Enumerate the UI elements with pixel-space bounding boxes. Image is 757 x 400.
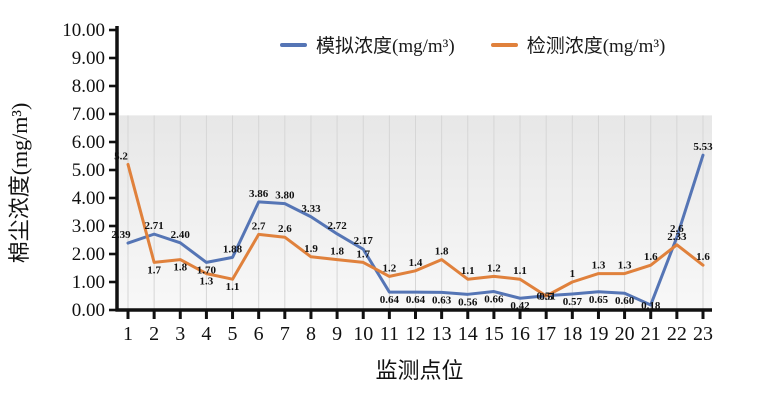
y-axis-title: 棉尘浓度(mg/m³) xyxy=(7,103,32,264)
x-axis-title: 监测点位 xyxy=(375,358,463,383)
data-point-label: 2.6 xyxy=(670,223,684,235)
data-point-label: 1.88 xyxy=(223,243,243,255)
data-point-label: 1.3 xyxy=(200,276,214,288)
data-point-label: 2.6 xyxy=(278,223,292,235)
data-point-label: 2.40 xyxy=(171,229,191,241)
x-tick-label: 17 xyxy=(536,323,556,345)
x-tick-label: 3 xyxy=(175,323,185,345)
data-point-label: 1.8 xyxy=(173,262,187,274)
data-point-label: 2.72 xyxy=(327,220,347,232)
data-point-label: 1.4 xyxy=(409,257,423,269)
x-tick-label: 9 xyxy=(332,323,342,345)
y-tick-label: 4.00 xyxy=(72,188,105,209)
x-tick-label: 13 xyxy=(432,323,452,345)
x-tick-label: 19 xyxy=(588,323,608,345)
data-point-label: 1.7 xyxy=(356,248,370,260)
x-axis: 1 2 3 4 5 6 7 8 9 10 11 12 13 14 15 16 17 18 19 20 21 22 23 xyxy=(115,308,713,345)
series-simulated-line xyxy=(126,153,705,307)
legend-item-simulated: 模拟浓度(mg/m³) xyxy=(280,31,455,58)
y-tick-label: 9.00 xyxy=(72,48,105,69)
x-tick-label: 2 xyxy=(149,323,159,345)
data-point-label: 0.42 xyxy=(510,300,530,312)
data-point-label: 5.2 xyxy=(114,150,128,162)
data-point-label: 0.66 xyxy=(484,294,504,306)
data-point-label: 0.5 xyxy=(539,291,553,303)
y-tick-label: 5.00 xyxy=(72,160,105,181)
x-tick-label: 5 xyxy=(228,323,238,345)
data-point-label: 1.1 xyxy=(513,265,527,277)
data-point-label: 1.1 xyxy=(461,265,475,277)
data-point-label: 0.60 xyxy=(615,295,635,307)
data-point-label: 1.7 xyxy=(147,264,161,276)
data-point-label: 1.9 xyxy=(304,243,318,255)
data-point-label: 1.3 xyxy=(618,260,632,272)
data-point-label: 2.39 xyxy=(111,229,131,241)
y-tick-label: 7.00 xyxy=(72,104,105,125)
x-tick-label: 6 xyxy=(254,323,264,345)
data-point-label: 0.18 xyxy=(641,300,661,312)
data-point-label: 1.2 xyxy=(487,262,501,274)
y-tick-label: 1.00 xyxy=(72,272,105,293)
data-point-label: 2.7 xyxy=(252,220,266,232)
data-point-label: 0.64 xyxy=(380,294,400,306)
x-tick-label: 15 xyxy=(484,323,504,345)
data-point-label: 3.86 xyxy=(249,188,269,200)
data-point-label: 1.8 xyxy=(435,246,449,258)
data-point-label: 0.65 xyxy=(589,294,609,306)
y-tick-label: 8.00 xyxy=(72,76,105,97)
series-detected-line xyxy=(126,162,705,298)
data-point-label: 5.53 xyxy=(693,141,713,153)
gridlines xyxy=(127,115,704,309)
data-point-label: 2.71 xyxy=(145,220,164,232)
x-tick-label: 7 xyxy=(280,323,290,345)
data-point-label: 0.51 xyxy=(537,291,556,303)
legend-label-detected: 检测浓度(mg/m³) xyxy=(526,36,666,57)
x-tick-label: 1 xyxy=(123,323,133,345)
data-point-label: 1.8 xyxy=(330,246,344,258)
y-tick-label: 2.00 xyxy=(72,244,105,265)
data-point-label: 2.17 xyxy=(354,235,374,247)
x-tick-label: 8 xyxy=(306,323,316,345)
x-tick-label: 11 xyxy=(380,323,399,345)
data-point-label: 1 xyxy=(570,268,576,280)
data-point-label: 1.1 xyxy=(226,281,240,293)
data-point-label: 0.57 xyxy=(563,296,583,308)
x-tick-label: 14 xyxy=(458,323,478,345)
data-point-label: 0.64 xyxy=(406,294,426,306)
data-point-label: 2.33 xyxy=(667,231,687,243)
x-tick-label: 10 xyxy=(353,323,373,345)
legend-item-detected: 检测浓度(mg/m³) xyxy=(490,31,666,58)
legend-label-simulated: 模拟浓度(mg/m³) xyxy=(316,36,455,57)
legend-swatch-simulated-icon xyxy=(280,42,307,47)
x-tick-label: 12 xyxy=(406,323,426,345)
y-tick-label: 3.00 xyxy=(72,216,105,237)
chart-legend: 模拟浓度(mg/m³) 检测浓度(mg/m³) xyxy=(280,31,665,58)
data-point-label: 0.56 xyxy=(458,296,478,308)
data-point-label: 0.63 xyxy=(432,294,452,306)
x-tick-label: 23 xyxy=(693,323,713,345)
y-tick-label: 6.00 xyxy=(72,132,105,153)
data-point-label: 3.33 xyxy=(301,203,321,215)
x-tick-label: 21 xyxy=(641,323,661,345)
y-tick-label: 10.00 xyxy=(62,20,105,41)
data-labels: 2.392.712.401.701.883.86 3.803.332.722.17… xyxy=(111,141,713,312)
data-point-label: 1.70 xyxy=(197,264,217,276)
x-tick-label: 16 xyxy=(510,323,530,345)
data-point-label: 1.6 xyxy=(696,251,710,263)
y-tick-label: 0.00 xyxy=(72,300,105,321)
x-tick-label: 20 xyxy=(615,323,635,345)
x-tick-label: 18 xyxy=(562,323,582,345)
x-tick-label: 4 xyxy=(201,323,211,345)
y-axis: 0.00 1.00 2.00 3.00 4.00 5.00 6.00 7.00 8.00 9.00… xyxy=(62,20,119,321)
data-point-label: 1.3 xyxy=(592,260,606,272)
legend-swatch-detected-icon xyxy=(490,42,518,47)
data-point-label: 1.2 xyxy=(382,262,396,274)
data-point-label: 1.6 xyxy=(644,251,658,263)
x-tick-label: 22 xyxy=(667,323,687,345)
data-point-label: 3.80 xyxy=(275,190,295,202)
